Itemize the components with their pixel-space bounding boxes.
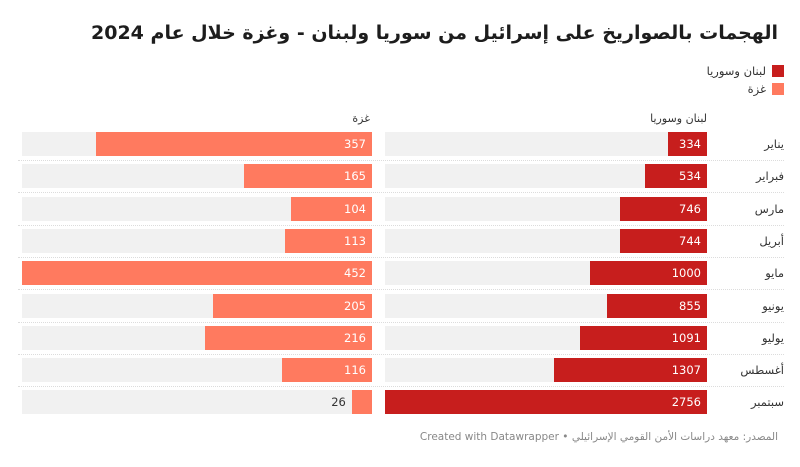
bar-gaza	[291, 197, 372, 221]
value-label-lebanon-syria: 2756	[671, 395, 701, 409]
table-row: 746 104 مارس	[0, 197, 800, 221]
value-label-lebanon-syria: 534	[679, 169, 701, 183]
bar-track-lebanon-syria	[385, 132, 707, 156]
row-divider	[18, 257, 784, 258]
bar-lebanon-syria	[644, 164, 707, 188]
table-row: 855 205 يونيو	[0, 294, 800, 318]
table-row: 2756 26 سبتمبر	[0, 390, 800, 414]
bar-lebanon-syria	[579, 326, 707, 350]
row-divider	[18, 192, 784, 193]
month-label: مايو	[765, 266, 784, 280]
bar-lebanon-syria	[554, 358, 707, 382]
bar-gaza	[95, 132, 372, 156]
value-label-gaza: 452	[344, 266, 366, 280]
month-label: مارس	[754, 202, 784, 216]
footer: المصدر: معهد دراسات الأمن القومي الإسرائ…	[420, 431, 778, 443]
month-label: أغسطس	[740, 363, 784, 377]
month-label: يناير	[764, 137, 784, 151]
value-label-lebanon-syria: 334	[679, 137, 701, 151]
legend-label-gaza: غزة	[747, 82, 766, 96]
table-row: 534 165 فبراير	[0, 164, 800, 188]
row-divider	[18, 225, 784, 226]
datawrapper-credit-link[interactable]: Created with Datawrapper	[419, 431, 559, 443]
bar-lebanon-syria	[667, 132, 707, 156]
source-note: المصدر: معهد دراسات الأمن القومي الإسرائ…	[571, 431, 778, 443]
chart-title: الهجمات بالصواريخ على إسرائيل من سوريا و…	[91, 22, 778, 44]
month-label: سبتمبر	[750, 395, 784, 409]
footer-separator: •	[562, 431, 569, 443]
table-row: 1091 216 يوليو	[0, 326, 800, 350]
bar-gaza	[204, 326, 372, 350]
month-label: يوليو	[761, 331, 784, 345]
bar-lebanon-syria	[607, 294, 707, 318]
row-divider	[18, 289, 784, 290]
value-label-lebanon-syria: 744	[679, 234, 701, 248]
value-label-gaza: 113	[344, 234, 366, 248]
table-row: 1307 116 أغسطس	[0, 358, 800, 382]
value-label-gaza: 216	[344, 331, 366, 345]
bar-gaza	[213, 294, 372, 318]
value-label-gaza: 104	[344, 202, 366, 216]
value-label-gaza: 116	[344, 363, 366, 377]
value-label-gaza: 165	[344, 169, 366, 183]
column-header-lebanon-syria: لبنان وسوريا	[650, 112, 707, 125]
legend-swatch-lebanon-syria	[772, 65, 784, 77]
value-label-lebanon-syria: 855	[679, 299, 701, 313]
month-label: فبراير	[755, 169, 784, 183]
value-label-lebanon-syria: 1307	[671, 363, 701, 377]
bar-gaza	[244, 164, 372, 188]
bar-gaza	[284, 229, 372, 253]
table-row: 1000 452 مايو	[0, 261, 800, 285]
column-header-gaza: غزة	[352, 112, 370, 125]
bar-lebanon-syria	[590, 261, 707, 285]
value-label-gaza: 357	[344, 137, 366, 151]
bar-gaza	[22, 261, 372, 285]
bar-lebanon-syria	[619, 197, 707, 221]
bar-track-gaza	[22, 390, 372, 414]
value-label-lebanon-syria: 746	[679, 202, 701, 216]
bar-lebanon-syria	[620, 229, 707, 253]
table-row: 744 113 أبريل	[0, 229, 800, 253]
bar-lebanon-syria	[385, 390, 707, 414]
legend: لبنان وسوريا غزة	[707, 62, 784, 98]
legend-label-lebanon-syria: لبنان وسوريا	[706, 64, 766, 78]
value-label-gaza: 205	[344, 299, 366, 313]
value-label-lebanon-syria: 1091	[671, 331, 701, 345]
row-divider	[18, 322, 784, 323]
bar-gaza	[351, 390, 372, 414]
table-row: 334 357 يناير	[0, 132, 800, 156]
month-label: يونيو	[762, 299, 784, 313]
bar-gaza	[282, 358, 372, 382]
legend-item-lebanon-syria: لبنان وسوريا	[707, 62, 784, 80]
value-label-lebanon-syria: 1000	[671, 266, 701, 280]
legend-swatch-gaza	[772, 83, 784, 95]
row-divider	[18, 160, 784, 161]
legend-item-gaza: غزة	[707, 80, 784, 98]
row-divider	[18, 386, 784, 387]
value-label-gaza: 26	[331, 395, 346, 409]
row-divider	[18, 354, 784, 355]
month-label: أبريل	[759, 234, 784, 248]
